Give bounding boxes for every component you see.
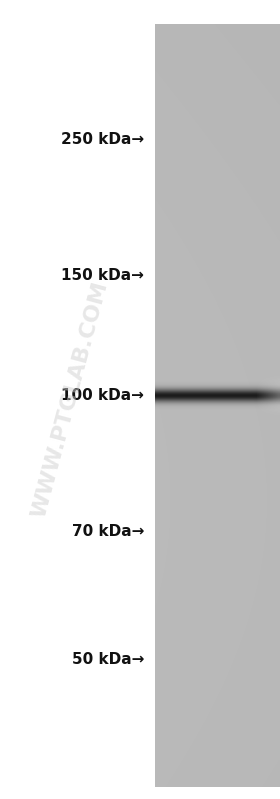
Text: 100 kDa→: 100 kDa→ [61, 388, 144, 403]
Text: 250 kDa→: 250 kDa→ [61, 133, 144, 147]
Text: 50 kDa→: 50 kDa→ [72, 652, 144, 666]
Text: 150 kDa→: 150 kDa→ [61, 268, 144, 283]
Text: 70 kDa→: 70 kDa→ [72, 524, 144, 539]
Text: WWW.PTGLAB.COM: WWW.PTGLAB.COM [29, 279, 111, 520]
